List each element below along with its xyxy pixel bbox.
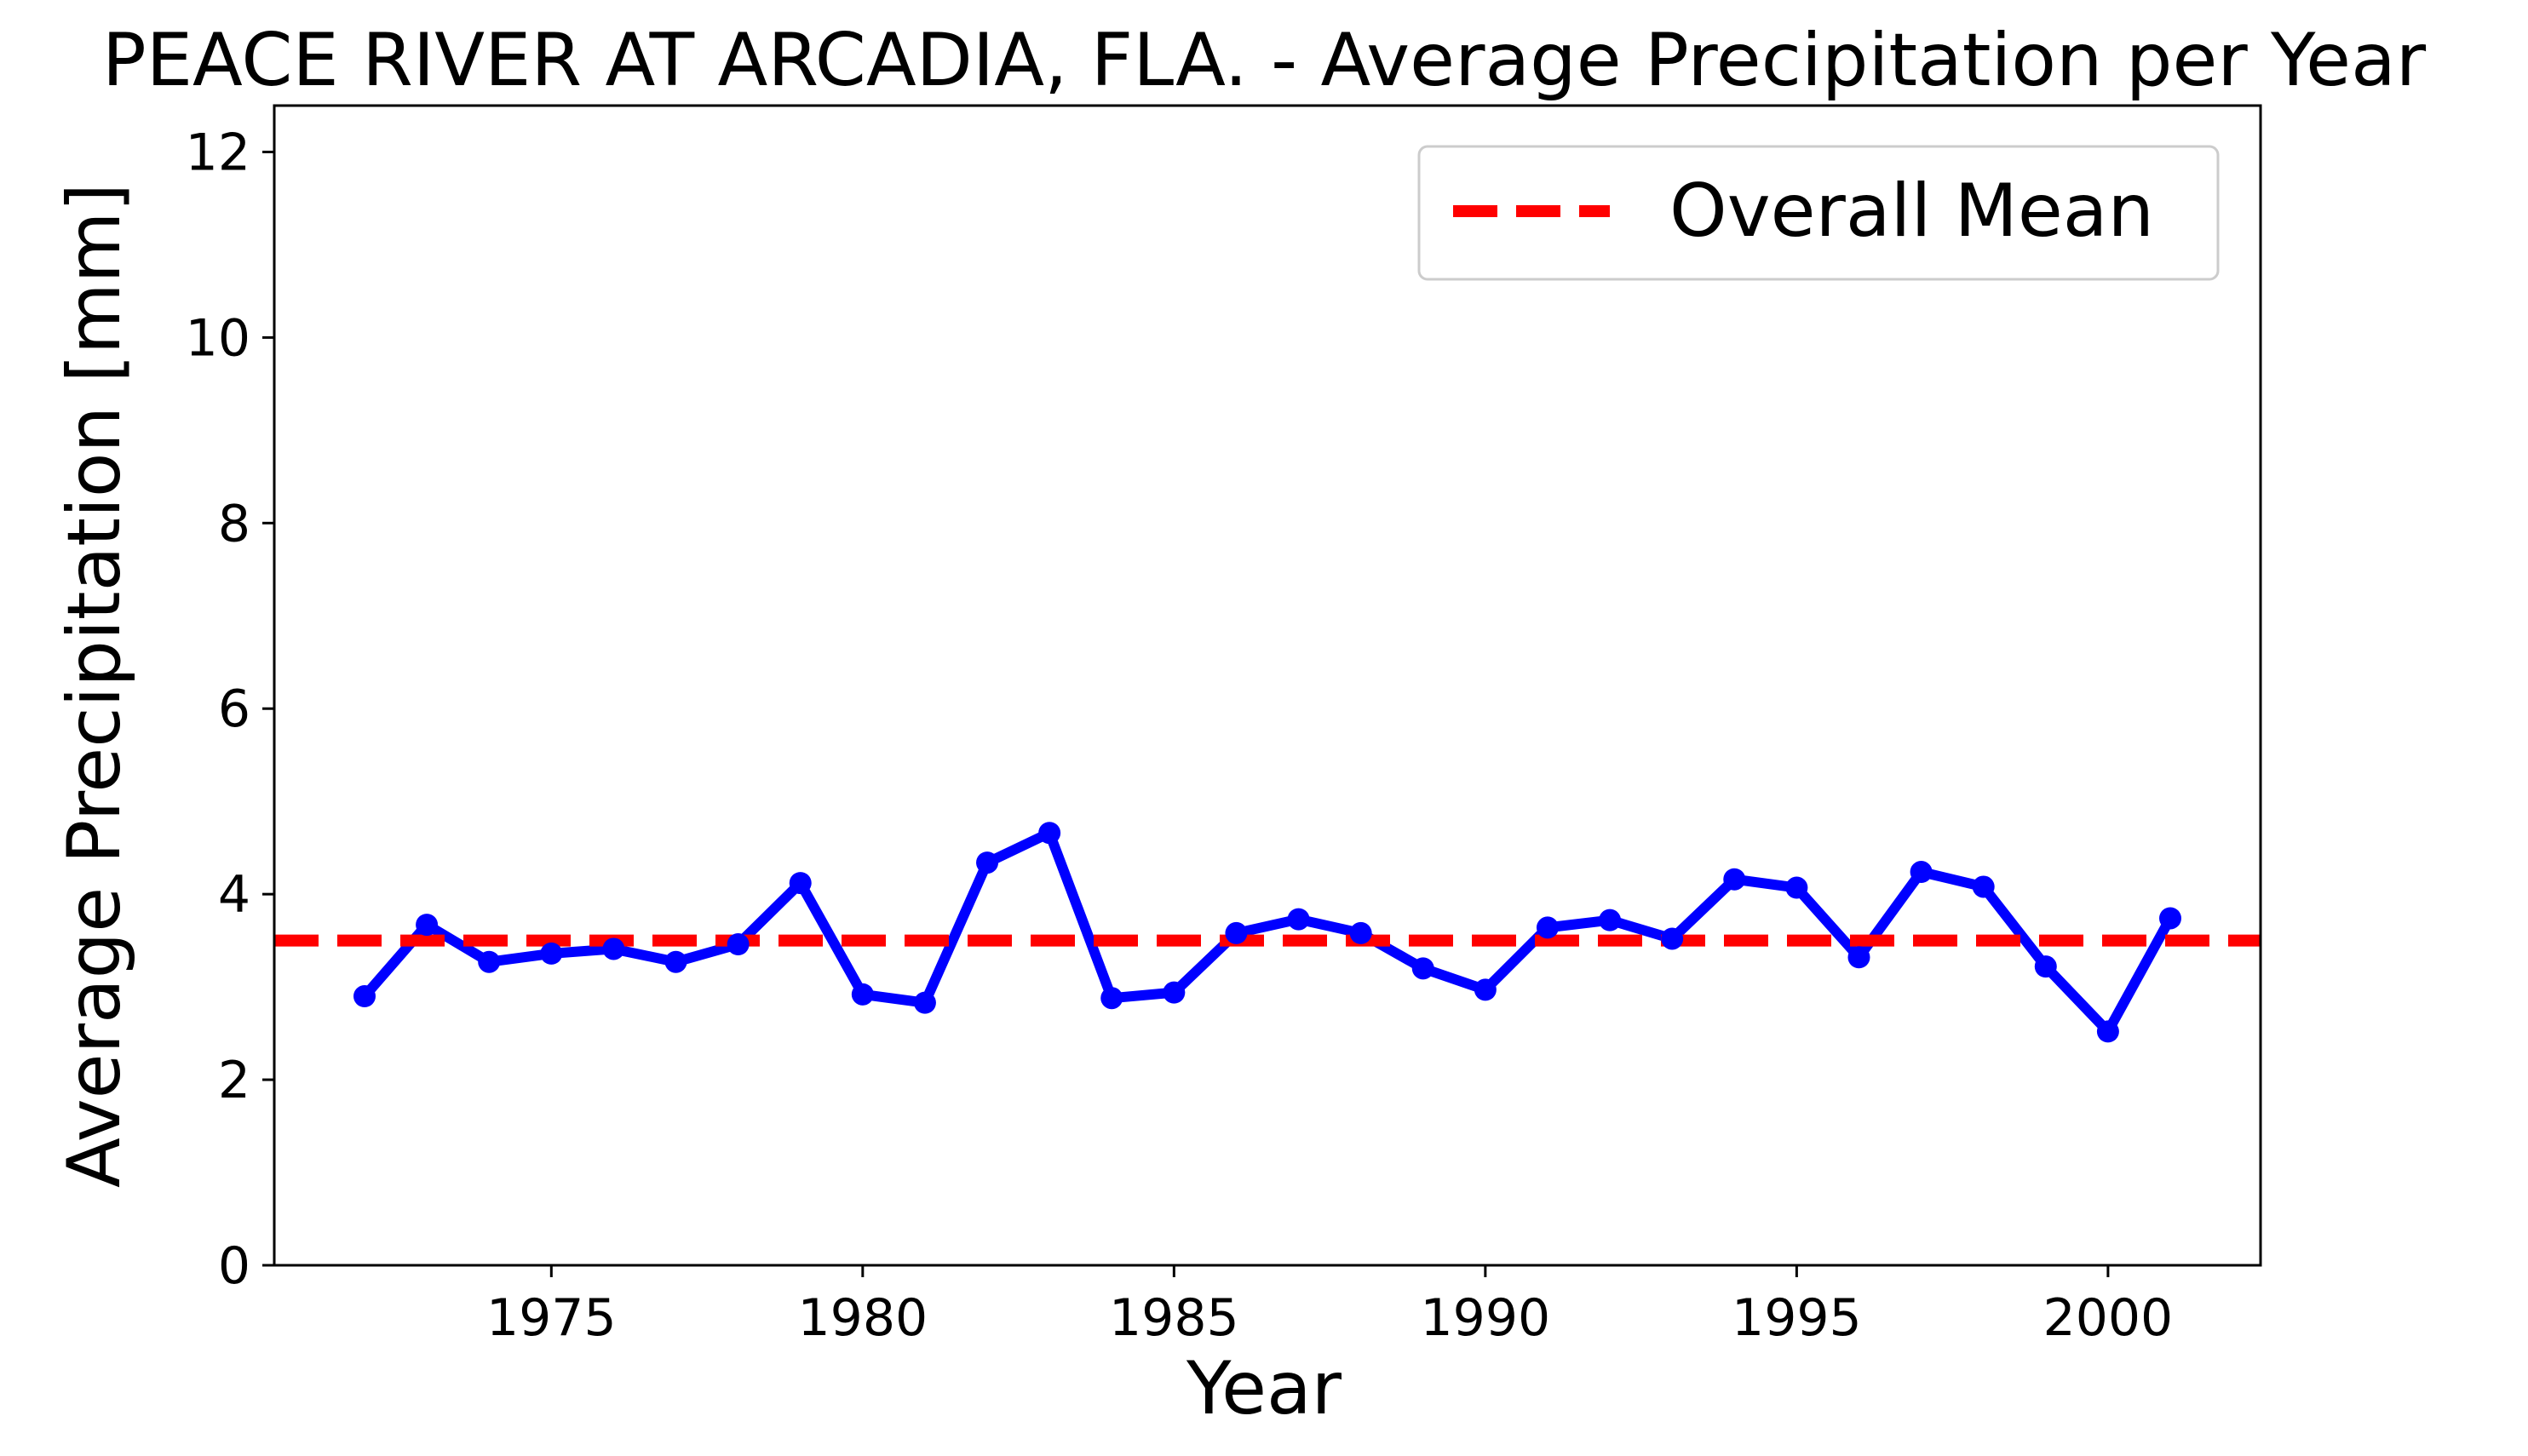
series-layer [274,822,2261,1043]
data-point [913,991,936,1014]
y-tick-label: 6 [218,679,250,739]
data-point [789,872,812,895]
data-point [1599,909,1622,931]
x-tick-label: 1985 [1109,1288,1239,1348]
x-tick-label: 2000 [2043,1288,2174,1348]
data-point [1038,822,1061,845]
data-point [664,950,687,973]
data-point [540,942,563,965]
data-point [1785,876,1808,899]
x-tick-label: 1990 [1421,1288,1551,1348]
data-point [2096,1020,2119,1043]
data-point [1411,957,1434,980]
data-point [478,950,501,973]
y-tick-label: 0 [218,1236,250,1296]
legend-label-mean: Overall Mean [1669,169,2154,254]
y-axis-title: Average Precipitation [mm] [52,183,137,1188]
data-point [976,851,999,874]
x-tick-label: 1975 [486,1288,617,1348]
data-point [1972,875,1995,898]
data-point [1287,908,1310,931]
x-axis: 1975 1980 1985 1990 1995 2000 [486,1265,2173,1348]
legend-box [1417,145,2220,281]
y-tick-label: 2 [218,1051,250,1110]
data-point [1536,916,1559,939]
chart-title: PEACE RIVER AT ARCADIA, FLA. - Average P… [102,18,2427,103]
plot-frame [273,104,2262,1267]
data-point [1723,868,1746,891]
data-point [1349,921,1372,944]
x-tick-label: 1995 [1732,1288,1862,1348]
data-point [2159,907,2181,930]
data-point [1661,927,1684,950]
x-axis-title: Year [1186,1346,1342,1431]
plot-area [274,822,2261,1043]
data-point [602,937,625,960]
legend: Overall Mean [1417,145,2220,281]
y-tick-label: 12 [186,123,250,182]
data-point [1163,981,1186,1004]
data-point [2034,955,2057,978]
data-point [1910,861,1933,884]
data-point [353,985,376,1008]
data-point [1847,946,1870,969]
y-axis: 0 2 4 6 8 10 12 [186,123,274,1296]
data-point [1100,987,1123,1010]
data-point [1225,921,1248,944]
y-tick-label: 4 [218,865,250,925]
data-point [416,914,439,937]
y-tick-label: 10 [186,308,250,368]
data-point [1474,978,1497,1001]
data-point [851,983,874,1006]
x-tick-label: 1980 [797,1288,928,1348]
data-point [727,932,750,955]
y-tick-label: 8 [218,494,250,553]
